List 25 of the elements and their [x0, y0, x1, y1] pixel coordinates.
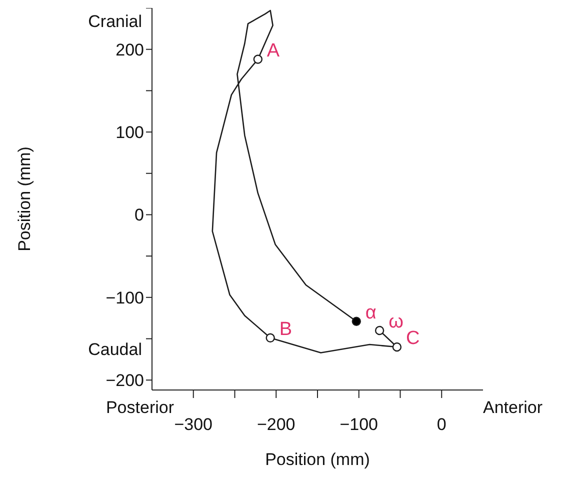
point	[392, 342, 402, 352]
annotation: α	[365, 302, 376, 324]
text: Caudal	[88, 340, 142, 360]
x-tick-label: −200	[256, 415, 296, 434]
x-tick-label: −300	[174, 415, 213, 434]
point	[352, 316, 361, 326]
y-tick-label: 0	[134, 206, 144, 225]
annotation: A	[266, 40, 280, 62]
y-tick-label: 100	[116, 123, 144, 142]
annotation: ω	[388, 311, 404, 332]
y-tick-label: −100	[106, 288, 144, 308]
annotation: C	[406, 328, 420, 350]
text: Cranial	[88, 12, 142, 32]
x-axis-title: Position (mm)	[265, 450, 370, 469]
annotation: B	[279, 318, 292, 340]
x-tick-label: 0	[436, 415, 446, 434]
y-tick-label: −200	[106, 371, 144, 390]
point	[253, 54, 263, 64]
text: Posterior	[106, 398, 174, 418]
point	[374, 326, 384, 336]
y-tick-label: 200	[116, 40, 144, 60]
text: Anterior	[483, 398, 543, 418]
y-axis-title: Position (mm)	[15, 146, 34, 252]
x-tick-label: −100	[340, 415, 378, 434]
point	[266, 333, 275, 343]
